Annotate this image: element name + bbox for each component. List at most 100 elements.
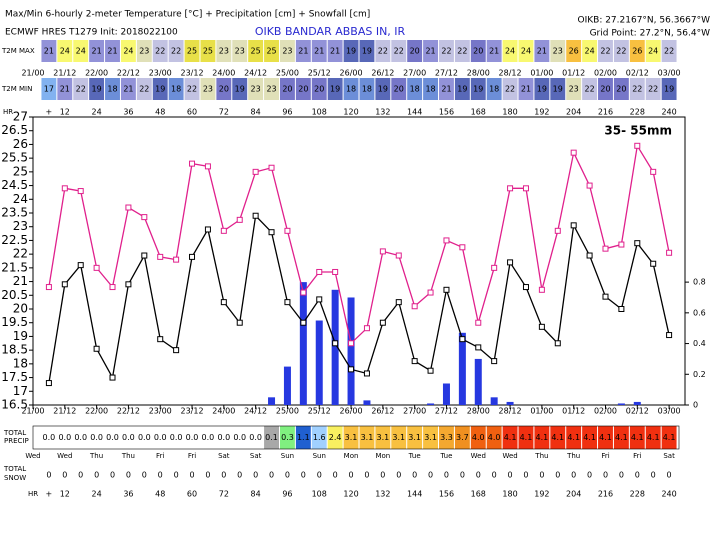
hr-label: 216 <box>598 490 613 499</box>
hr-label: 36 <box>123 108 133 117</box>
strip-cell <box>200 78 216 100</box>
precip-bar <box>490 397 498 405</box>
strip-value: 4.1 <box>631 433 644 442</box>
strip-value: 0 <box>492 471 497 480</box>
temp-marker <box>363 325 370 332</box>
strip-cell <box>518 426 534 449</box>
strip-value: 19 <box>664 85 674 94</box>
hr-label: 192 <box>534 108 549 117</box>
strip-value: 22 <box>394 47 404 56</box>
strip-label: TOTAL <box>3 465 26 473</box>
precip-bar <box>363 400 371 405</box>
x-tick-label: 22/00 <box>85 407 108 416</box>
temp-marker <box>586 252 593 259</box>
y-tick-label: 22.5 <box>1 233 28 247</box>
hr-label: 180 <box>502 108 517 117</box>
strip-cell <box>423 40 439 62</box>
strip-cell <box>295 78 311 100</box>
strip-value: 0.0 <box>217 433 230 442</box>
strip-value: 0 <box>269 471 274 480</box>
strip-value: 0 <box>46 471 51 480</box>
strip-cell <box>311 426 327 449</box>
weekday: Tue <box>408 452 421 460</box>
x-tick-label: 28/12 <box>499 407 522 416</box>
strip-value: 3.7 <box>456 433 469 442</box>
hr-label: HR <box>3 108 13 116</box>
strip-cell <box>343 78 359 100</box>
hr-label: 108 <box>312 490 327 499</box>
hr-label: 132 <box>375 108 390 117</box>
strip-value: 0.0 <box>202 433 215 442</box>
strip-value: 3.1 <box>424 433 437 442</box>
hr-label: 84 <box>251 490 261 499</box>
x-tick-label: 02/12 <box>626 407 649 416</box>
strip-value: 24 <box>648 47 658 56</box>
strip-value: 0.3 <box>281 433 294 442</box>
weekday: Wed <box>471 452 486 460</box>
strip-value: 22 <box>171 47 181 56</box>
strip-value: 1.6 <box>313 433 326 442</box>
temp-marker <box>45 380 52 387</box>
model-info: ECMWF HRES T1279 Init: 2018022100 <box>5 28 178 38</box>
strip-value: 23 <box>251 85 261 94</box>
temp-marker <box>268 164 275 171</box>
temp-marker <box>459 244 466 251</box>
strip-value: 0 <box>189 471 194 480</box>
x-tick-label: 27/12 <box>435 407 458 416</box>
strip-cell <box>423 426 439 449</box>
strip-cell <box>279 426 295 449</box>
x-tick-label: 01/12 <box>562 69 585 78</box>
hr-label: 192 <box>534 490 549 499</box>
precip-bar <box>347 297 355 405</box>
strip-value: 22 <box>600 47 610 56</box>
hr-label: 228 <box>630 490 645 499</box>
strip-value: 19 <box>553 85 563 94</box>
precip-bar <box>331 289 339 405</box>
strip-value: 21 <box>107 47 117 56</box>
temp-marker <box>300 319 307 326</box>
strip-value: 25 <box>266 47 276 56</box>
x-tick-label: 23/12 <box>180 69 203 78</box>
hr-label: 48 <box>155 108 165 117</box>
x-tick-label: 25/12 <box>308 407 331 416</box>
strip-value: 0.0 <box>106 433 119 442</box>
strip-cell <box>629 78 645 100</box>
y-tick-label: 23 <box>13 219 28 233</box>
temp-marker <box>77 262 84 269</box>
y2-tick-label: 0.4 <box>693 339 706 348</box>
weekday: Mon <box>344 452 359 460</box>
hr-label: 108 <box>312 108 327 117</box>
strip-cell <box>566 40 582 62</box>
strip-cell <box>375 78 391 100</box>
y-tick-label: 21.5 <box>1 260 28 274</box>
strip-value: 0 <box>651 471 656 480</box>
temp-marker <box>236 216 243 223</box>
strip-value: 0 <box>126 471 131 480</box>
title: Max/Min 6-hourly 2-meter Temperature [°C… <box>5 10 370 20</box>
strip-cell <box>168 40 184 62</box>
strip-value: 20 <box>282 85 292 94</box>
temp-marker <box>650 168 657 175</box>
strip-cell <box>391 78 407 100</box>
strip-cell <box>89 40 105 62</box>
temp-marker <box>173 347 180 354</box>
strip-cell <box>168 78 184 100</box>
temp-marker <box>666 332 673 339</box>
temp-marker <box>109 284 116 291</box>
x-tick-label: 27/12 <box>435 69 458 78</box>
strip-cell <box>598 426 613 449</box>
strip-value: 22 <box>632 85 642 94</box>
strip-value: 0 <box>333 471 338 480</box>
strip-cell <box>232 426 248 449</box>
y2-tick-label: 0.8 <box>693 278 706 287</box>
strip-cell <box>89 78 105 100</box>
strip-value: 22 <box>616 47 626 56</box>
strip-cell <box>57 40 73 62</box>
strip-value: 22 <box>648 85 658 94</box>
temp-marker <box>189 253 196 260</box>
weekday: Thu <box>89 452 103 460</box>
weekday: Sun <box>313 452 326 460</box>
strip-cell <box>73 78 89 100</box>
strip-cell <box>57 78 73 100</box>
strip-value: 19 <box>473 85 483 94</box>
